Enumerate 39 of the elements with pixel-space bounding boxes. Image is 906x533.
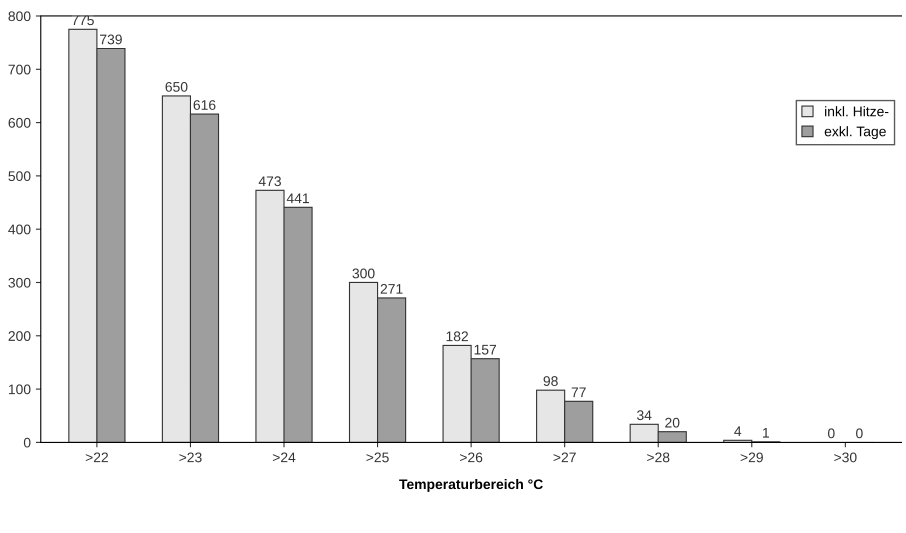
data-label: 157 <box>474 344 496 355</box>
y-tick-label: 300 <box>8 278 31 288</box>
data-label: 182 <box>446 331 468 342</box>
x-tick-label: >26 <box>460 452 482 462</box>
data-label: 20 <box>665 418 680 428</box>
data-label: 77 <box>572 388 586 398</box>
data-label: 775 <box>72 15 94 26</box>
y-tick-label: 700 <box>8 64 31 74</box>
y-tick-label: 100 <box>8 384 31 394</box>
x-tick-label: >29 <box>740 452 763 462</box>
legend-label: inkl. Hitze- <box>825 106 888 116</box>
data-label: 473 <box>258 176 281 186</box>
y-tick-label: 600 <box>8 118 31 128</box>
y-tick-label: 400 <box>8 224 31 234</box>
data-label: 650 <box>166 82 188 92</box>
x-tick-label: >23 <box>179 452 202 462</box>
data-label: 300 <box>352 268 375 278</box>
x-tick-label: >25 <box>366 452 389 462</box>
data-label: 0 <box>856 428 863 438</box>
legend-label: exkl. Tage <box>824 126 886 140</box>
y-tick-label: 0 <box>24 438 31 448</box>
data-label: 0 <box>828 428 835 438</box>
y-tick-label: 800 <box>8 11 31 22</box>
x-axis-title: Temperaturbereich °C <box>399 478 543 492</box>
data-label: 739 <box>100 34 122 44</box>
data-label: 616 <box>194 100 216 110</box>
y-tick-label: 200 <box>8 331 31 341</box>
data-label: 441 <box>286 194 309 204</box>
data-label: 1 <box>763 428 769 438</box>
data-label: 271 <box>380 284 403 294</box>
data-label: 98 <box>544 376 558 386</box>
x-tick-label: >30 <box>834 452 857 462</box>
x-tick-label: >28 <box>647 452 670 462</box>
x-tick-label: >24 <box>272 452 296 462</box>
x-tick-label: >22 <box>86 452 108 462</box>
y-tick-label: 500 <box>8 171 31 182</box>
x-tick-label: >27 <box>554 452 576 462</box>
data-label: 4 <box>734 426 742 436</box>
data-label: 34 <box>637 410 652 420</box>
